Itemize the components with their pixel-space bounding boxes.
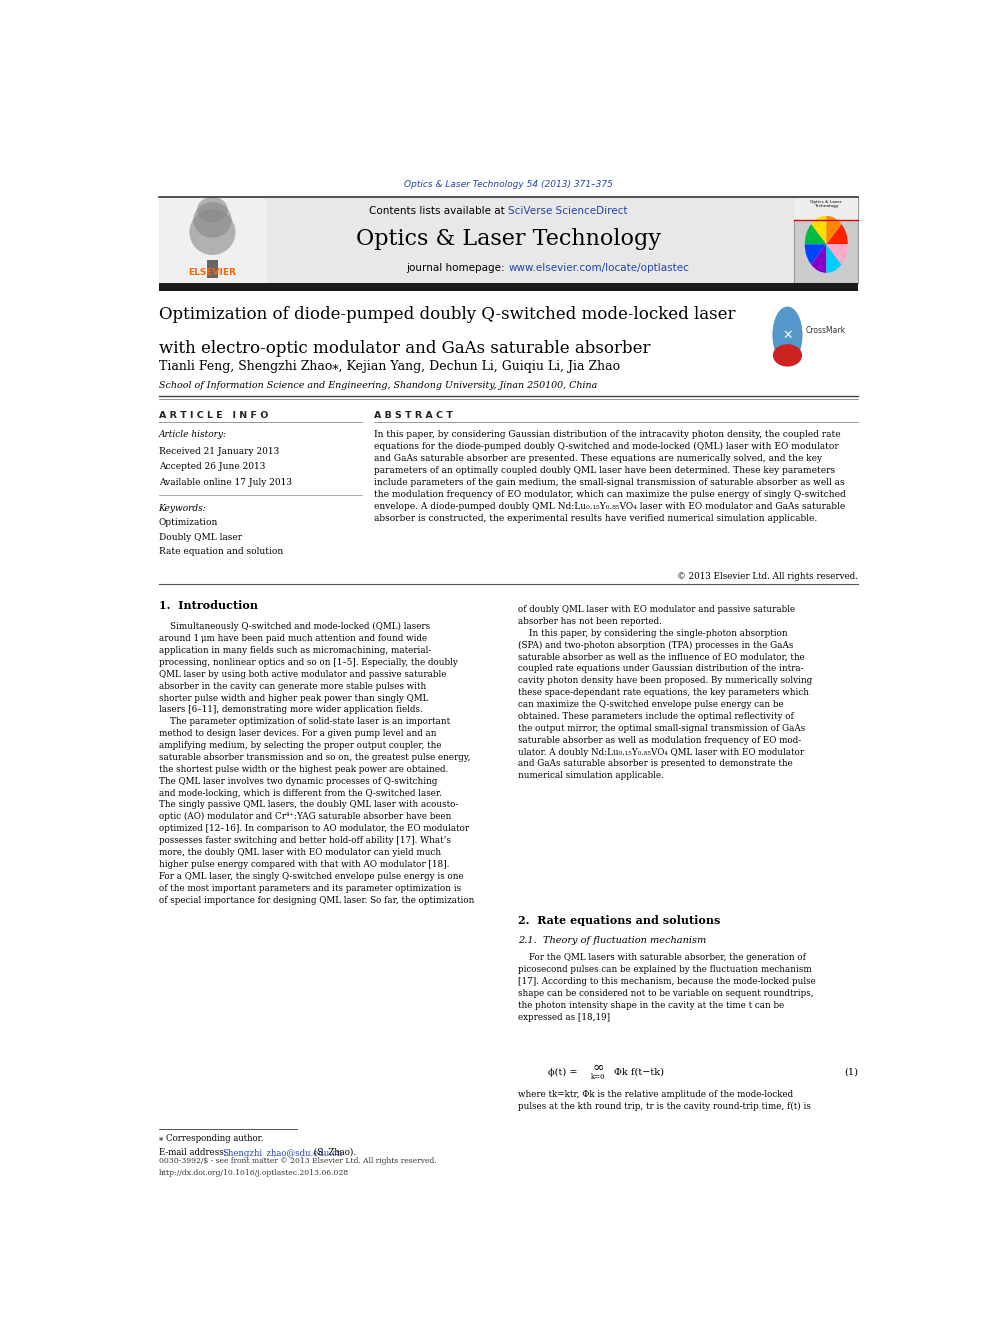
Wedge shape bbox=[811, 216, 826, 245]
Wedge shape bbox=[811, 245, 826, 273]
Text: Doubly QML laser: Doubly QML laser bbox=[159, 533, 242, 541]
Wedge shape bbox=[805, 245, 826, 265]
Text: Rate equation and solution: Rate equation and solution bbox=[159, 546, 283, 556]
Wedge shape bbox=[826, 245, 848, 265]
Text: Optics & Laser Technology 54 (2013) 371–375: Optics & Laser Technology 54 (2013) 371–… bbox=[404, 180, 613, 189]
Text: E-mail address:: E-mail address: bbox=[159, 1148, 229, 1156]
Text: Φk f(t−tk): Φk f(t−tk) bbox=[614, 1068, 664, 1077]
Bar bbox=[795, 197, 858, 220]
Text: Accepted 26 June 2013: Accepted 26 June 2013 bbox=[159, 462, 265, 471]
Text: ∞: ∞ bbox=[592, 1061, 604, 1076]
Text: with electro-optic modulator and GaAs saturable absorber: with electro-optic modulator and GaAs sa… bbox=[159, 340, 650, 357]
Text: 2.  Rate equations and solutions: 2. Rate equations and solutions bbox=[518, 914, 720, 926]
Bar bbox=[207, 259, 218, 278]
Text: Available online 17 July 2013: Available online 17 July 2013 bbox=[159, 478, 292, 487]
Text: Article history:: Article history: bbox=[159, 430, 226, 439]
Text: Shengzhi_zhao@sdu.edu.cn: Shengzhi_zhao@sdu.edu.cn bbox=[222, 1148, 342, 1158]
Text: ✕: ✕ bbox=[783, 328, 793, 341]
Text: where tk=ktr, Φk is the relative amplitude of the mode-locked
pulses at the kth : where tk=ktr, Φk is the relative amplitu… bbox=[518, 1090, 810, 1111]
Text: k=0: k=0 bbox=[591, 1073, 605, 1081]
Text: 1.  Introduction: 1. Introduction bbox=[159, 599, 258, 611]
Ellipse shape bbox=[773, 344, 803, 366]
Text: journal homepage:: journal homepage: bbox=[407, 263, 509, 273]
Text: A R T I C L E   I N F O: A R T I C L E I N F O bbox=[159, 411, 268, 421]
Wedge shape bbox=[826, 245, 841, 273]
Ellipse shape bbox=[197, 197, 228, 222]
Text: Received 21 January 2013: Received 21 January 2013 bbox=[159, 447, 279, 456]
Text: Optics & Laser
Technology: Optics & Laser Technology bbox=[810, 200, 842, 209]
Text: ELSEVIER: ELSEVIER bbox=[188, 269, 236, 277]
Text: Optimization: Optimization bbox=[159, 519, 218, 528]
Text: For the QML lasers with saturable absorber, the generation of
picosecond pulses : For the QML lasers with saturable absorb… bbox=[518, 954, 815, 1021]
Text: ϕ(t) =: ϕ(t) = bbox=[549, 1068, 578, 1077]
Text: SciVerse ScienceDirect: SciVerse ScienceDirect bbox=[509, 205, 628, 216]
Ellipse shape bbox=[773, 307, 803, 363]
Bar bbox=[159, 283, 858, 291]
Text: www.elsevier.com/locate/optlastec: www.elsevier.com/locate/optlastec bbox=[509, 263, 689, 273]
Text: © 2013 Elsevier Ltd. All rights reserved.: © 2013 Elsevier Ltd. All rights reserved… bbox=[678, 573, 858, 581]
Text: Contents lists available at: Contents lists available at bbox=[369, 205, 509, 216]
Bar bbox=[795, 197, 858, 283]
Text: ⁎ Corresponding author.: ⁎ Corresponding author. bbox=[159, 1134, 263, 1143]
Text: (S. Zhao).: (S. Zhao). bbox=[310, 1148, 356, 1156]
Text: of doubly QML laser with EO modulator and passive saturable
absorber has not bee: of doubly QML laser with EO modulator an… bbox=[518, 605, 811, 781]
Bar bbox=[159, 197, 266, 283]
Text: In this paper, by considering Gaussian distribution of the intracavity photon de: In this paper, by considering Gaussian d… bbox=[374, 430, 845, 524]
Text: School of Information Science and Engineering, Shandong University, Jinan 250100: School of Information Science and Engine… bbox=[159, 381, 597, 390]
Text: Optimization of diode-pumped doubly Q-switched mode-locked laser: Optimization of diode-pumped doubly Q-sw… bbox=[159, 307, 735, 323]
Wedge shape bbox=[826, 216, 841, 245]
Text: CrossMark: CrossMark bbox=[806, 327, 846, 336]
Text: Simultaneously Q-switched and mode-locked (QML) lasers
around 1 μm have been pai: Simultaneously Q-switched and mode-locke… bbox=[159, 622, 474, 905]
Text: 2.1.  Theory of fluctuation mechanism: 2.1. Theory of fluctuation mechanism bbox=[518, 937, 706, 945]
Text: http://dx.doi.org/10.1016/j.optlastec.2013.06.028: http://dx.doi.org/10.1016/j.optlastec.20… bbox=[159, 1170, 349, 1177]
Text: 0030-3992/$ - see front matter © 2013 Elsevier Ltd. All rights reserved.: 0030-3992/$ - see front matter © 2013 El… bbox=[159, 1158, 436, 1166]
Bar bbox=[159, 197, 858, 283]
Wedge shape bbox=[826, 224, 848, 245]
Ellipse shape bbox=[189, 209, 235, 255]
Text: (1): (1) bbox=[844, 1068, 858, 1077]
Ellipse shape bbox=[193, 202, 231, 238]
Text: Keywords:: Keywords: bbox=[159, 504, 206, 513]
Wedge shape bbox=[805, 224, 826, 245]
Text: Tianli Feng, Shengzhi Zhao⁎, Kejian Yang, Dechun Li, Guiqiu Li, Jia Zhao: Tianli Feng, Shengzhi Zhao⁎, Kejian Yang… bbox=[159, 360, 620, 373]
Text: Optics & Laser Technology: Optics & Laser Technology bbox=[356, 228, 661, 250]
Text: A B S T R A C T: A B S T R A C T bbox=[374, 411, 452, 421]
